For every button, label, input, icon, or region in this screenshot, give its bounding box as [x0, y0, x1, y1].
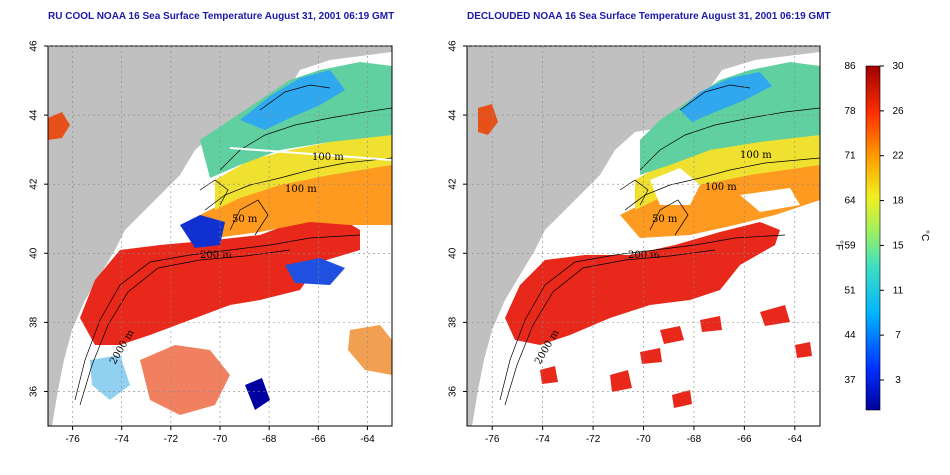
- colorbar-celsius-label: 7: [895, 330, 901, 341]
- y-tick-label: 44: [448, 109, 459, 121]
- cold-patch: [180, 215, 225, 248]
- x-tick-label: -72: [164, 434, 179, 445]
- left-map-axes: -76 -74 -72 -70 -68 -66 -64 36 38 40 42 44 46: [29, 40, 375, 445]
- contour-label-200m: 200 m: [628, 250, 660, 261]
- colorbar-ticks: 86 78 71 64 59 51 44 37 30 26 22 18 15 11 7 3: [844, 61, 904, 386]
- y-tick-label: 46: [448, 40, 459, 52]
- shelf-warm-water: [620, 160, 820, 238]
- colorbar-celsius-label: 11: [893, 285, 904, 296]
- x-tick-label: -64: [788, 434, 803, 445]
- right-sst-map: 100 m 100 m 50 m 200 m 2000 m: [467, 46, 820, 426]
- gulf-stream-warm-water: [505, 222, 780, 345]
- colorbar-scale: [865, 65, 881, 411]
- x-tick-label: -64: [360, 434, 375, 445]
- x-tick-label: -70: [213, 434, 228, 445]
- cold-coastal-water: [680, 72, 772, 122]
- colorbar-fahrenheit-label: 64: [844, 196, 856, 207]
- colorbar-fahrenheit-label: 51: [844, 285, 856, 296]
- colorbar-celsius-label: 26: [892, 106, 904, 117]
- lake-warm-patch: [48, 112, 70, 140]
- y-tick-label: 46: [29, 40, 40, 52]
- x-tick-label: -74: [114, 434, 129, 445]
- colorbar-fahrenheit-label: 86: [844, 61, 856, 72]
- contour-label-100m: 100 m: [285, 184, 317, 195]
- colorbar-celsius-label: 22: [892, 151, 904, 162]
- x-tick-label: -68: [687, 434, 702, 445]
- cloud-contaminated-area: [90, 355, 130, 400]
- contour-label-100m: 100 m: [705, 182, 737, 193]
- x-tick-label: -66: [737, 434, 752, 445]
- cloud-mask: [650, 168, 700, 205]
- colorbar-fahrenheit-label: 78: [844, 106, 856, 117]
- left-panel-title: RU COOL NOAA 16 Sea Surface Temperature …: [48, 11, 395, 22]
- colorbar-celsius-label: 15: [892, 240, 904, 251]
- contour-label-200m: 200 m: [200, 250, 232, 261]
- contour-label-50m: 50 m: [652, 214, 678, 225]
- y-tick-label: 40: [29, 247, 40, 259]
- colorbar-fahrenheit-label: 71: [844, 151, 856, 162]
- warm-patch: [760, 305, 790, 326]
- left-graticule: [48, 45, 392, 426]
- warm-patch: [795, 342, 812, 358]
- right-graticule: [467, 45, 820, 426]
- scan-line-artifact: [229, 147, 392, 161]
- bathymetry-contours: [74, 84, 392, 406]
- contour-label-100m: 100 m: [312, 152, 344, 163]
- colorbar-unit-celsius: °C: [919, 230, 930, 241]
- cloud-mask: [740, 188, 800, 212]
- lake-warm-patch: [478, 104, 498, 135]
- x-tick-label: -72: [586, 434, 601, 445]
- colorbar-fahrenheit-label: 59: [844, 240, 856, 251]
- bathymetry-contours: [499, 84, 820, 406]
- temperature-colorbar: 86 78 71 64 59 51 44 37 30 26 22 18 15 11 7 3 °F °C: [833, 61, 930, 411]
- y-tick-label: 44: [29, 109, 40, 121]
- colorbar-fahrenheit-label: 37: [844, 375, 856, 386]
- gulf-of-maine-cool-water: [640, 62, 820, 175]
- y-tick-label: 38: [29, 316, 40, 328]
- x-tick-label: -70: [636, 434, 651, 445]
- warm-patch: [700, 316, 722, 332]
- cold-coastal-water: [240, 70, 345, 130]
- x-tick-label: -76: [65, 434, 80, 445]
- y-tick-label: 36: [448, 385, 459, 397]
- warm-patch: [672, 390, 692, 408]
- colorbar-celsius-label: 30: [892, 61, 904, 72]
- cold-patch: [245, 378, 270, 410]
- colorbar-celsius-label: 3: [895, 375, 901, 386]
- land-mass: [467, 46, 820, 426]
- land-mass: [48, 46, 392, 426]
- x-tick-label: -68: [262, 434, 277, 445]
- contour-label-50m: 50 m: [232, 214, 258, 225]
- colorbar-fahrenheit-label: 44: [844, 330, 856, 341]
- warm-patch: [660, 326, 684, 344]
- cold-patch: [285, 258, 345, 285]
- y-tick-label: 42: [448, 178, 459, 190]
- x-tick-label: -66: [311, 434, 326, 445]
- y-tick-label: 40: [448, 247, 459, 259]
- right-panel-title: DECLOUDED NOAA 16 Sea Surface Temperatur…: [467, 11, 831, 22]
- colorbar-celsius-label: 18: [892, 196, 904, 207]
- y-tick-label: 38: [448, 316, 459, 328]
- colorbar-unit-fahrenheit: °F: [833, 240, 844, 250]
- warm-patch: [640, 348, 662, 364]
- warm-patch: [540, 366, 558, 384]
- x-tick-label: -74: [535, 434, 550, 445]
- shelf-mild-water: [215, 132, 392, 210]
- y-tick-label: 36: [29, 385, 40, 397]
- x-tick-label: -76: [485, 434, 500, 445]
- warm-patch: [610, 370, 632, 392]
- right-map-axes: -76 -74 -72 -70 -68 -66 -64 36 38 40 42 44 46: [448, 40, 803, 445]
- contour-label-100m: 100 m: [740, 150, 772, 161]
- cloud-contaminated-area: [348, 325, 392, 375]
- cloud-contaminated-area: [140, 345, 230, 415]
- y-tick-label: 42: [29, 178, 40, 190]
- shelf-warm-water: [200, 160, 392, 238]
